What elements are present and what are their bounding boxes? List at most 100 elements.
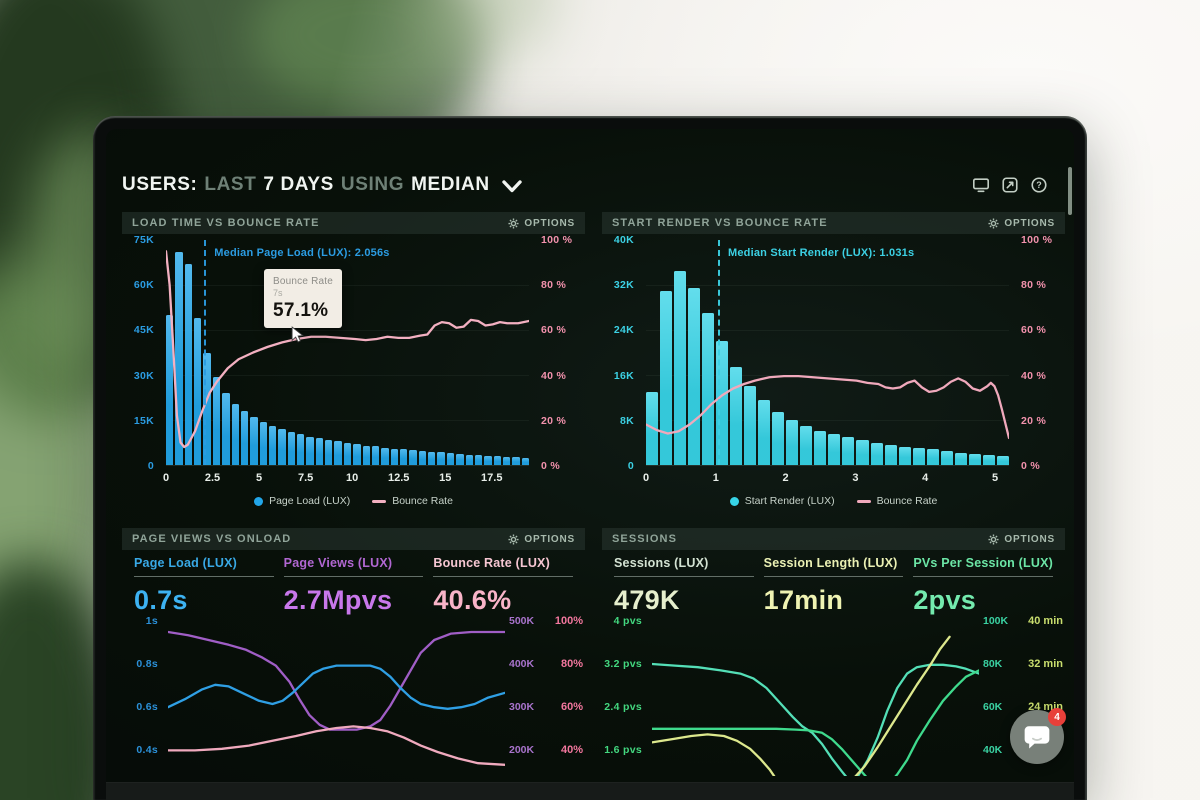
bar [240, 411, 249, 465]
line-series-svg [168, 616, 505, 776]
y-right-k-label: 400K [509, 658, 535, 670]
line-series-svg [166, 240, 529, 465]
title-part: USING [340, 174, 405, 195]
y-tick: 40 % [541, 369, 567, 382]
monitor-icon[interactable] [972, 176, 990, 194]
y-tick: 15K [133, 414, 154, 427]
bar [674, 270, 687, 465]
share-icon[interactable] [1001, 176, 1019, 194]
x-tick: 15 [439, 472, 452, 484]
y-right-k-label: 300K [509, 701, 535, 714]
y-tick: 0 [627, 460, 634, 472]
x-tick: 0 [162, 472, 170, 484]
chart-sessions: 4 pvs 3.2 pvs 2.4 pvs 1.6 pvs 100K 40 min 80K 3… [602, 528, 1065, 782]
metric-value: 479K [614, 585, 680, 615]
gridline [646, 375, 1009, 376]
metric-underline [913, 576, 1054, 577]
metric-underline [283, 576, 424, 577]
bar [353, 444, 361, 465]
legend-label: Start Render (LUX) [744, 495, 835, 507]
y-tick: 1.6 pvs [604, 744, 642, 757]
bar [268, 426, 277, 465]
options-button[interactable]: OPTIONS [988, 534, 1055, 545]
metric-bounce-rate-lux-: Bounce Rate (LUX) 40.6% [433, 556, 574, 615]
help-icon[interactable]: ? [1030, 176, 1048, 194]
plot-area [168, 616, 505, 776]
options-button[interactable]: OPTIONS [988, 218, 1055, 229]
median-label: Median Start Render (LUX): 1.031s [727, 247, 915, 259]
legend-dot-marker [254, 496, 264, 506]
bar [362, 445, 370, 465]
options-button[interactable]: OPTIONS [508, 218, 575, 229]
y-tick: 8K [619, 414, 634, 427]
bar [418, 450, 427, 465]
x-axis: 0 2.5 5 7.5 10 12.5 15 17.5 [162, 470, 529, 486]
tooltip-value: 57.1% [273, 300, 329, 322]
metric-label: PVs Per Session (LUX) [913, 556, 1054, 570]
line-series-svg [646, 240, 1009, 465]
gridline [646, 285, 1009, 286]
page-title-dropdown[interactable]: USERS: LAST 7 DAYS USING MEDIAN [122, 174, 522, 196]
title-part: MEDIAN [411, 174, 490, 195]
legend: Start Render (LUX) Bounce Rate [602, 495, 1065, 507]
legend-item: Start Render (LUX) [729, 495, 835, 507]
y-tick: 80 % [1021, 279, 1047, 292]
x-tick: 3 [852, 472, 859, 484]
y-right-unit-label: 32 min [1028, 658, 1063, 670]
panel-title: SESSIONS [612, 533, 678, 545]
legend-label: Bounce Rate [876, 495, 938, 507]
gridline [166, 285, 529, 286]
bar [660, 290, 673, 465]
x-tick: 7.5 [297, 472, 314, 484]
panel-title: START RENDER VS BOUNCE RATE [612, 217, 828, 229]
line-sessions-lux- [652, 664, 979, 776]
bar [512, 457, 520, 465]
title-part: 7 DAYS [263, 174, 334, 195]
metric-label: Page Load (LUX) [134, 556, 238, 570]
chart-load-time-vs-bounce-rate: 75K 60K 45K 30K 15K 0 Median Page Load (LUX): … [122, 234, 585, 510]
bar [231, 403, 239, 465]
tooltip-title: Bounce Rate [273, 276, 334, 288]
page-title: USERS: LAST 7 DAYS USING MEDIAN [122, 174, 490, 196]
panel-page-views-vs-onload: PAGE VIEWS VS ONLOAD OPTIONS Page Load (… [122, 528, 585, 782]
options-button[interactable]: OPTIONS [508, 534, 575, 545]
x-tick: 17.5 [481, 472, 503, 484]
y-tick: 20 % [541, 414, 567, 427]
bar [744, 386, 757, 465]
y-tick: 0.6s [136, 701, 158, 714]
bar [954, 452, 967, 465]
options-label: OPTIONS [524, 533, 575, 545]
legend-item: Page Load (LUX) [254, 495, 350, 507]
legend-dot-marker [729, 496, 739, 506]
x-tick: 1 [712, 472, 719, 484]
panel-header: START RENDER VS BOUNCE RATE OPTIONS [602, 212, 1065, 234]
metric-sessions-lux-: Sessions (LUX) 479K [614, 556, 754, 615]
legend-item: Bounce Rate [856, 495, 938, 507]
panel-start-render-vs-bounce-rate: START RENDER VS BOUNCE RATE OPTIONS 40K 3… [602, 212, 1065, 510]
y-tick: 80 % [541, 279, 567, 292]
legend: Page Load (LUX) Bounce Rate [122, 495, 585, 507]
y-axis-right: 100K 40 min 80K 32 min 60K 24 min 40K [983, 615, 1065, 776]
bar [982, 454, 995, 465]
metric-value: 2pvs [913, 585, 977, 615]
scrollbar[interactable] [1068, 167, 1072, 215]
metric-underline [433, 576, 574, 577]
bar [856, 439, 869, 465]
y-right-k-label: 80K [983, 658, 1003, 670]
y-tick: 0 % [541, 460, 560, 472]
y-right-row: 40K [983, 744, 1063, 756]
line-session-length-lux- [652, 637, 950, 776]
bar [325, 439, 333, 465]
options-label: OPTIONS [1004, 217, 1055, 229]
bar [912, 448, 925, 465]
bar [250, 417, 258, 465]
y-tick: 0 % [1021, 460, 1040, 472]
bar [306, 436, 314, 465]
bar [175, 252, 183, 465]
chat-widget-button[interactable]: 4 [1010, 708, 1066, 764]
line-pvs-per-session-lux- [652, 670, 979, 776]
y-tick: 0 [147, 460, 154, 472]
bar [399, 449, 408, 465]
bar [828, 434, 841, 465]
